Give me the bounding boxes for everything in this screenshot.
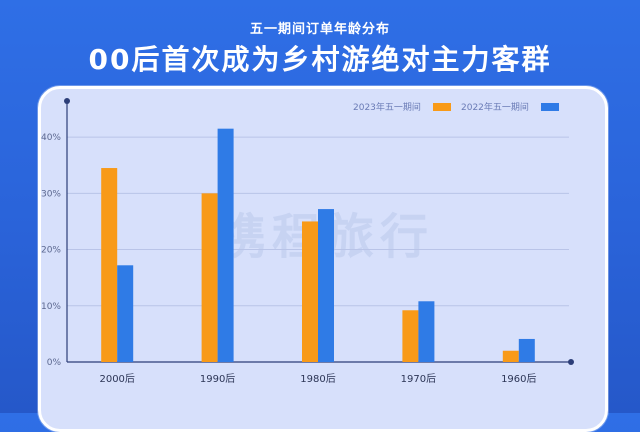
x-tick-label: 1960后: [501, 373, 536, 385]
x-tick-label: 1970后: [401, 373, 436, 385]
y-axis-end-dot: [64, 98, 70, 104]
legend-label: 2023年五一期间: [353, 101, 421, 113]
x-tick-label: 1990后: [200, 373, 235, 385]
bar-2022: [318, 209, 334, 362]
x-axis-end-dot: [568, 359, 574, 365]
bar-2022: [418, 301, 435, 362]
x-tick-label: 2000后: [99, 373, 134, 385]
x-tick-label: 1980后: [300, 373, 335, 385]
bar-2023: [201, 193, 218, 362]
chart-panel: 携程旅行 0%10%20%30%40%2000后1990后1980后1970后1…: [38, 86, 608, 432]
chart-title: 00后首次成为乡村游绝对主力客群: [88, 43, 552, 76]
legend-swatch: [433, 103, 451, 111]
bar-2022: [217, 128, 234, 362]
y-tick-label: 10%: [41, 302, 61, 312]
y-tick-label: 20%: [41, 246, 61, 256]
bar-2023: [302, 221, 318, 362]
bar-2023: [402, 310, 419, 362]
bar-2023: [101, 168, 118, 362]
bar-chart: 0% 10% 20% 30% 40% 2000后 1990后 1980后 1970后 1960后 2…: [41, 98, 574, 385]
legend-label: 2022年五一期间: [461, 101, 529, 113]
bar-2022: [117, 265, 134, 362]
chart-subtitle: 五一期间订单年龄分布: [249, 22, 390, 37]
y-tick-label: 30%: [41, 189, 61, 199]
y-tick-label: 0%: [47, 358, 62, 368]
y-tick-label: 40%: [41, 133, 61, 143]
bar-2023: [502, 350, 519, 362]
legend-swatch: [541, 103, 559, 111]
bar-2022: [518, 338, 535, 362]
